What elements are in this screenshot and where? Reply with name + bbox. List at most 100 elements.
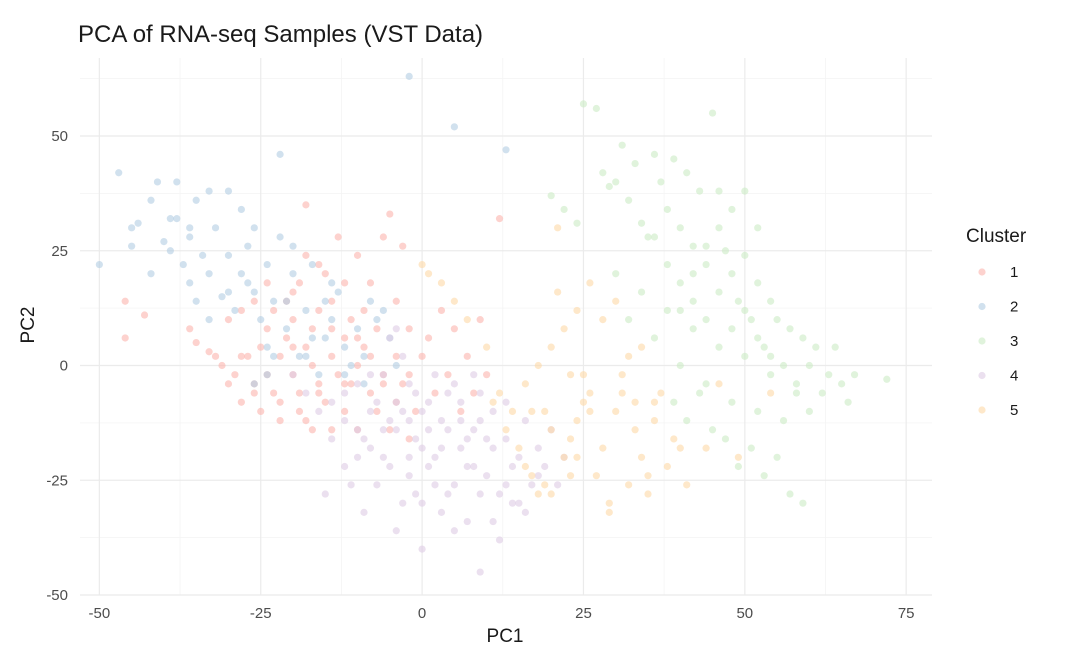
data-point [754, 334, 762, 342]
y-tick-label: 0 [60, 358, 68, 375]
legend-label-5: 5 [1010, 402, 1018, 419]
data-point [573, 306, 581, 315]
data-point [405, 325, 413, 333]
data-point [360, 343, 368, 351]
data-point [321, 297, 329, 305]
data-point [315, 260, 323, 269]
data-point [341, 462, 349, 471]
data-point [773, 453, 781, 461]
data-point [470, 462, 478, 471]
x-tick-label: 50 [736, 605, 753, 622]
data-point [418, 499, 426, 507]
data-point [547, 343, 555, 351]
data-point [263, 343, 271, 351]
legend-label-3: 3 [1010, 333, 1018, 350]
data-point [676, 279, 684, 287]
data-point [437, 444, 446, 452]
data-point [347, 380, 355, 388]
data-point [734, 462, 742, 471]
data-point [676, 361, 684, 370]
data-point [128, 224, 136, 232]
data-point [334, 288, 342, 296]
data-point [450, 527, 458, 535]
data-point [211, 224, 220, 232]
data-point [282, 334, 291, 342]
data-point [754, 407, 762, 416]
data-point [437, 279, 446, 287]
data-point [605, 182, 613, 191]
data-point [289, 371, 297, 379]
data-point [754, 224, 762, 232]
data-point [715, 343, 723, 351]
data-point [341, 389, 349, 397]
data-point [263, 325, 271, 333]
data-point [379, 380, 387, 388]
grid [80, 58, 932, 596]
data-point [431, 481, 439, 489]
data-point [586, 407, 594, 416]
data-point [883, 375, 891, 383]
data-point [502, 481, 510, 489]
data-point [631, 159, 639, 168]
data-point [412, 490, 420, 498]
data-point [128, 242, 136, 250]
data-point [625, 316, 633, 324]
data-point [315, 389, 323, 397]
data-point [341, 407, 349, 416]
data-point [231, 306, 239, 315]
legend-items: 1 2 3 4 5 [978, 264, 1018, 419]
data-point [631, 398, 639, 406]
data-point [534, 490, 542, 498]
data-point [192, 338, 200, 347]
data-point [379, 306, 387, 315]
data-point [424, 462, 433, 471]
data-point [276, 416, 284, 425]
data-point [289, 242, 297, 250]
data-point [696, 187, 704, 195]
data-point [405, 453, 413, 461]
data-point [289, 288, 297, 296]
data-point [663, 260, 671, 269]
y-tick-label: 25 [51, 243, 68, 260]
data-point [392, 426, 400, 434]
data-point [683, 169, 691, 177]
y-tick-label: -25 [46, 472, 68, 489]
data-point [728, 398, 736, 406]
data-point [282, 325, 291, 333]
data-point [586, 389, 594, 397]
data-point [715, 224, 723, 232]
data-point [792, 389, 801, 397]
data-point [592, 472, 600, 480]
data-point [599, 169, 607, 177]
data-point [566, 472, 575, 480]
data-point [599, 316, 607, 324]
data-point [637, 288, 646, 296]
data-point [315, 371, 323, 379]
data-point [140, 311, 149, 319]
data-point [754, 279, 762, 287]
data-point [618, 141, 626, 149]
data-point [573, 453, 581, 461]
data-point [237, 270, 245, 278]
data-point [405, 416, 413, 425]
data-point [773, 316, 781, 324]
chart-title: PCA of RNA-seq Samples (VST Data) [78, 21, 483, 48]
data-point [708, 109, 717, 117]
data-point [689, 325, 697, 333]
data-point [405, 472, 413, 480]
data-point [560, 325, 568, 333]
data-point [263, 279, 271, 287]
data-point [741, 187, 749, 195]
data-point [515, 453, 523, 461]
data-point [702, 444, 710, 452]
data-point [147, 196, 155, 204]
data-point [424, 398, 433, 406]
data-point [328, 316, 336, 324]
data-point [508, 407, 517, 416]
legend-label-4: 4 [1010, 368, 1018, 385]
data-point [625, 196, 633, 204]
data-point [470, 426, 478, 434]
data-point [676, 306, 684, 315]
data-point [721, 435, 730, 443]
data-point [302, 251, 310, 259]
